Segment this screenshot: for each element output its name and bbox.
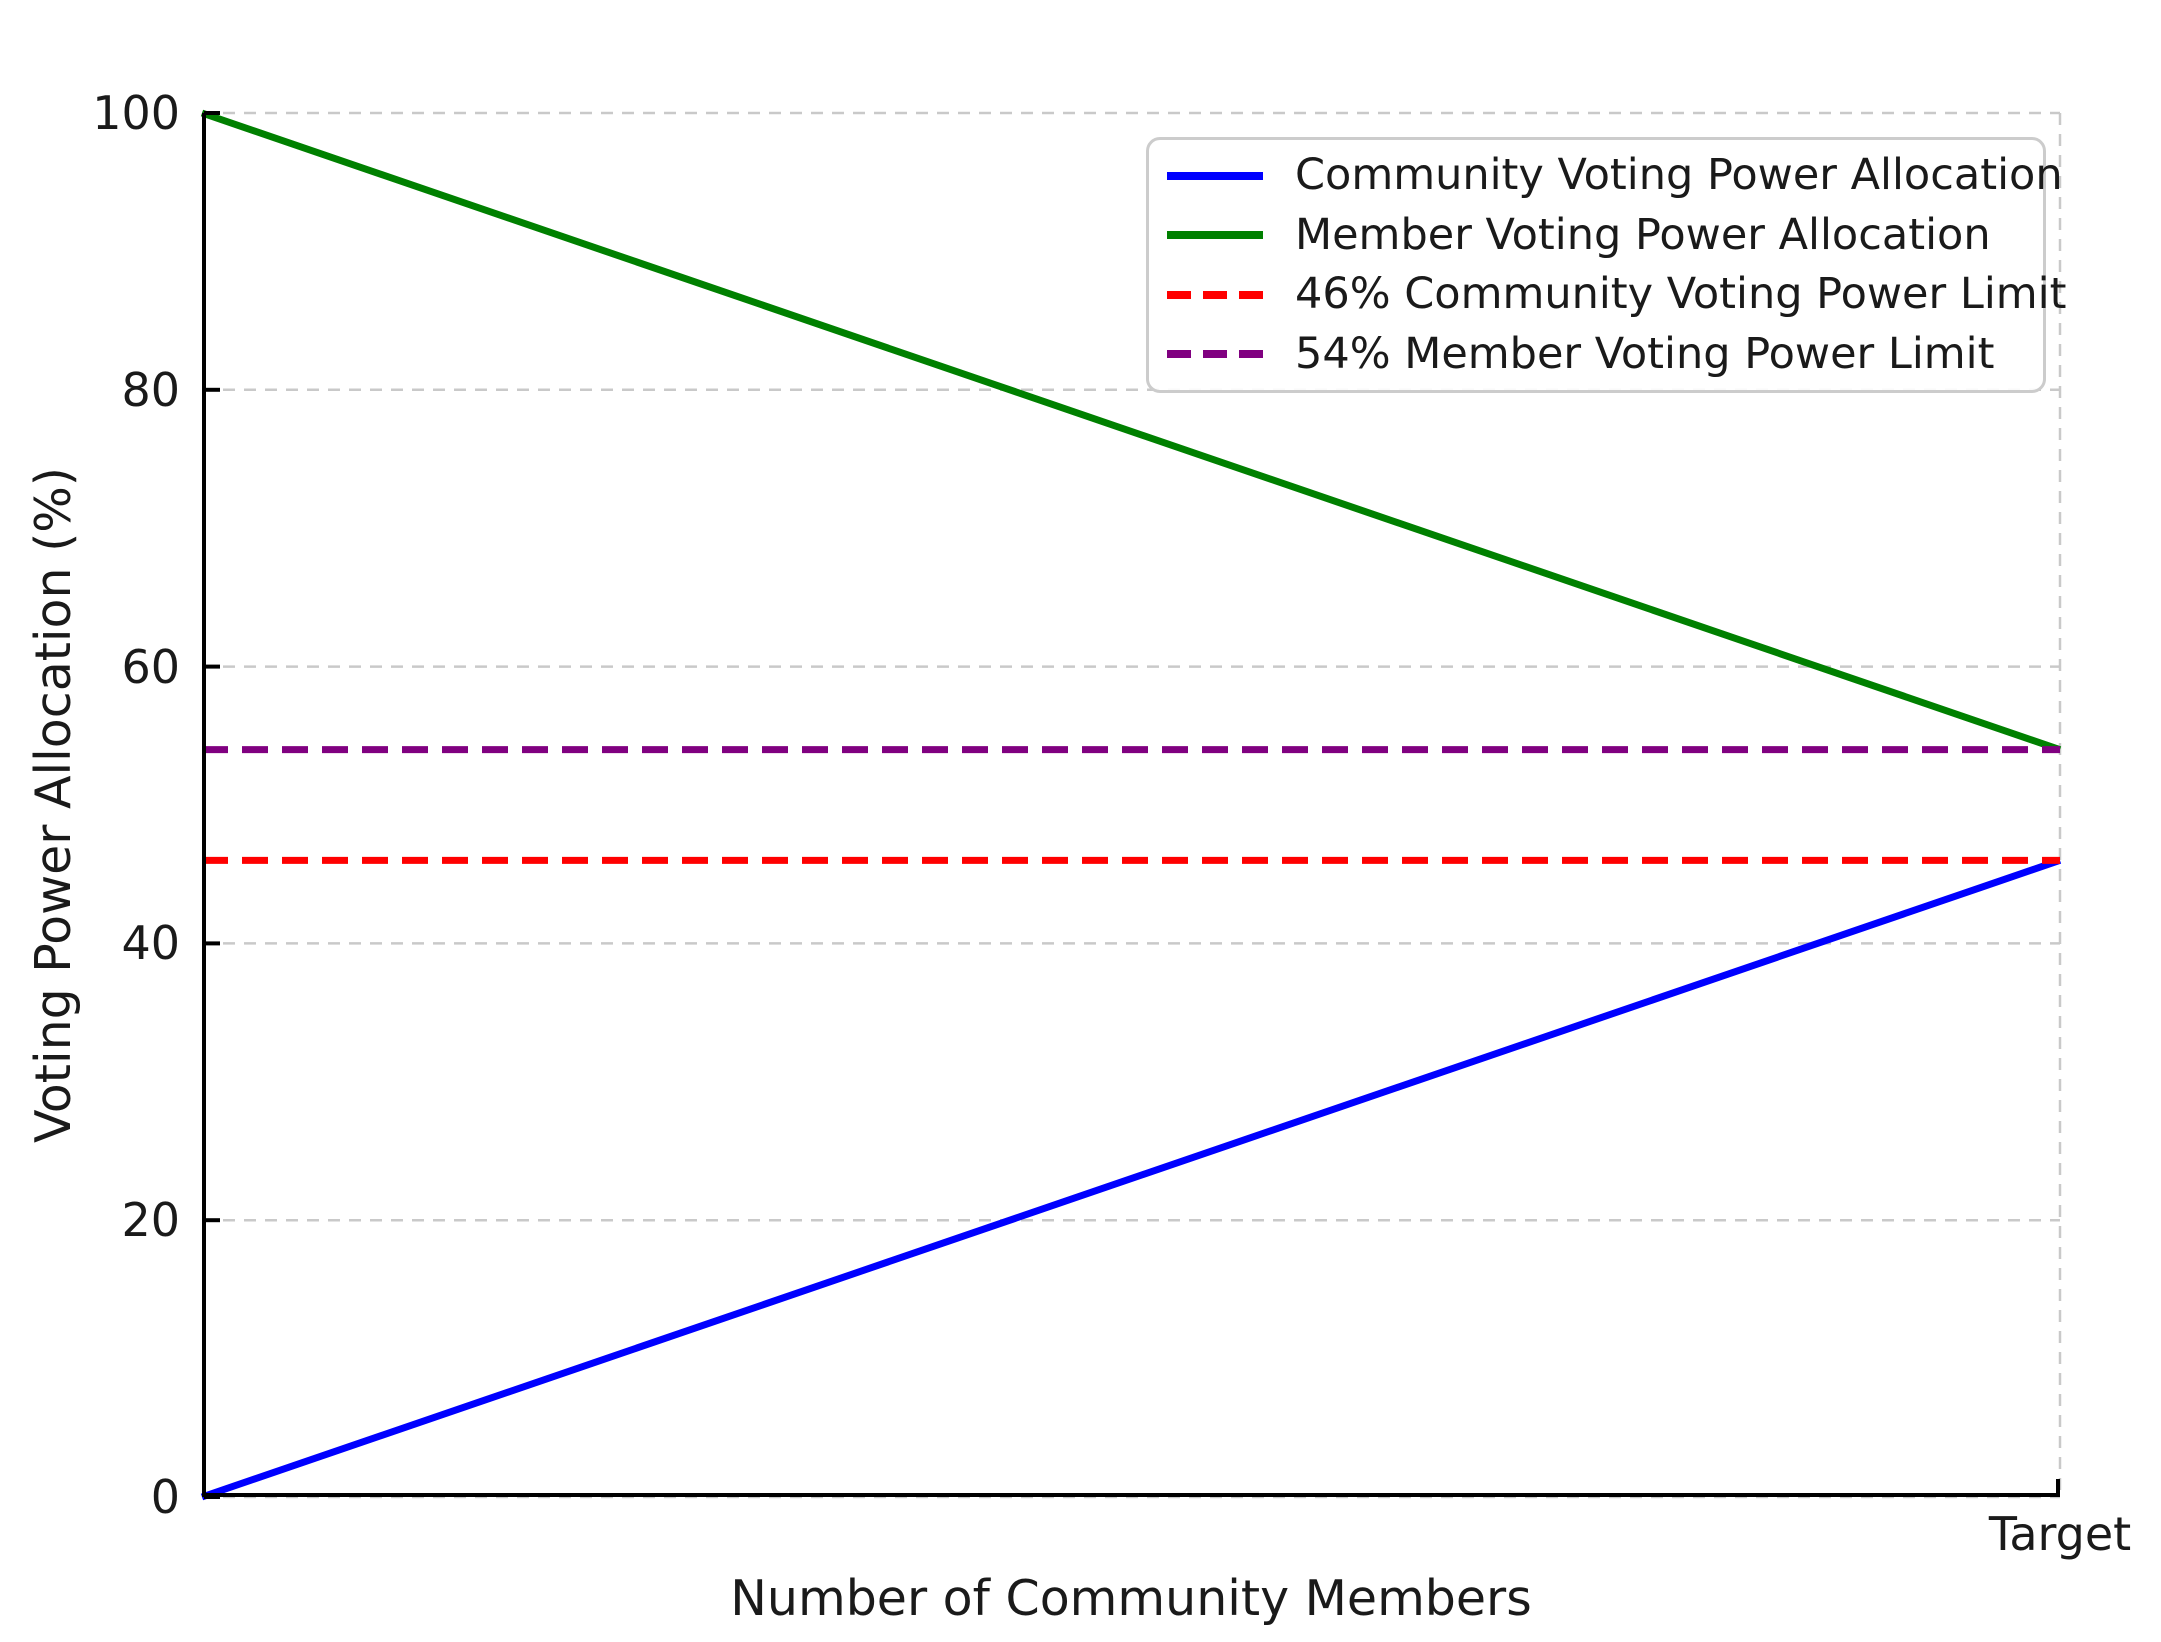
x-axis-title: Number of Community Members bbox=[730, 1570, 1532, 1627]
legend-swatch-line bbox=[1167, 171, 1263, 180]
series-line bbox=[200, 109, 2062, 753]
y-axis-tick-labels: 0 20 40 60 80 100 bbox=[0, 90, 182, 1520]
y-tick-label: 80 bbox=[121, 362, 180, 417]
plot-area bbox=[200, 109, 2062, 1501]
legend-item-member-allocation: Member Voting Power Allocation bbox=[1167, 207, 2043, 263]
series-line bbox=[200, 857, 2062, 1501]
legend-line-sample-red-dashed bbox=[1167, 289, 1263, 301]
legend-line-sample-green bbox=[1167, 229, 1263, 241]
legend-swatch-line bbox=[1167, 231, 1263, 240]
legend-item-community-allocation: Community Voting Power Allocation bbox=[1167, 148, 2063, 204]
y-tick-label: 60 bbox=[121, 639, 180, 694]
y-tick-label: 0 bbox=[150, 1470, 180, 1524]
legend-swatch-line bbox=[1167, 350, 1263, 359]
y-tick-label: 100 bbox=[92, 86, 180, 140]
legend-swatch-line bbox=[1167, 290, 1263, 299]
x-tick-label-target: Target bbox=[1988, 1507, 2132, 1561]
legend-label: 46% Community Voting Power Limit bbox=[1295, 269, 2067, 320]
legend-label: Member Voting Power Allocation bbox=[1295, 209, 1991, 260]
legend-label: Community Voting Power Allocation bbox=[1295, 150, 2063, 201]
y-tick-label: 20 bbox=[121, 1193, 180, 1248]
y-axis-title: Voting Power Allocation (%) bbox=[25, 467, 83, 1143]
legend-line-sample-purple-dashed bbox=[1167, 348, 1263, 360]
legend-item-member-limit: 54% Member Voting Power Limit bbox=[1167, 326, 2043, 382]
legend: Community Voting Power Allocation Member… bbox=[1146, 137, 2066, 393]
y-tick-label: 40 bbox=[121, 916, 180, 971]
legend-line-sample-blue bbox=[1167, 170, 1263, 182]
legend-item-community-limit: 46% Community Voting Power Limit bbox=[1167, 267, 2066, 323]
legend-label: 54% Member Voting Power Limit bbox=[1295, 328, 1995, 379]
